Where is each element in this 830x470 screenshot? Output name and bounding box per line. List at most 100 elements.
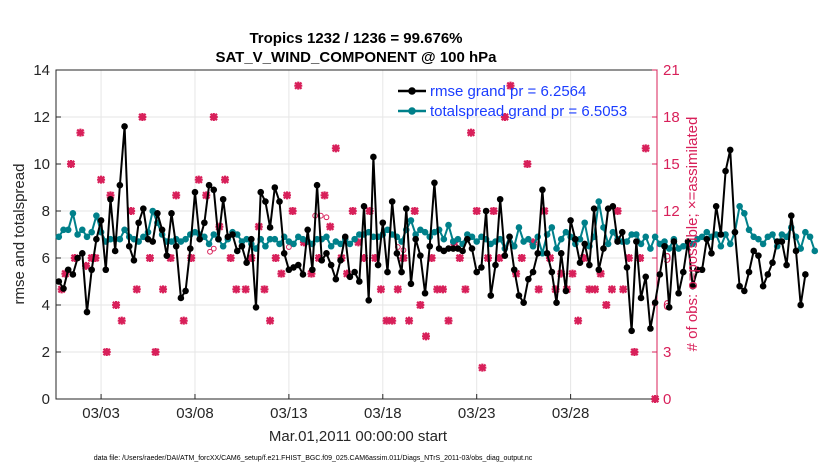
y-tick-label: 0 bbox=[42, 391, 50, 408]
rmse-point bbox=[741, 287, 748, 295]
totalspread-point bbox=[604, 240, 612, 248]
totalspread-point bbox=[661, 238, 668, 245]
rmse-point bbox=[802, 271, 809, 278]
assimilated-obs-marker bbox=[138, 113, 147, 121]
rmse-point bbox=[121, 123, 128, 130]
assimilated-obs-marker bbox=[232, 285, 241, 294]
assimilated-obs-marker bbox=[427, 254, 436, 262]
assimilated-obs-marker bbox=[651, 395, 660, 403]
assimilated-obs-marker bbox=[241, 285, 250, 294]
assimilated-obs-marker bbox=[151, 348, 160, 356]
rmse-point bbox=[618, 228, 626, 236]
rmse-point bbox=[69, 271, 77, 278]
rmse-point bbox=[445, 245, 452, 252]
assimilated-obs-marker bbox=[82, 261, 91, 270]
rmse-point bbox=[370, 153, 377, 161]
totalspread-point bbox=[454, 235, 462, 243]
y2-tick-label: 9 bbox=[663, 250, 671, 267]
rmse-point bbox=[135, 219, 142, 227]
totalspread-point bbox=[581, 219, 588, 227]
totalspread-point bbox=[642, 233, 650, 241]
y-tick-label: 10 bbox=[33, 156, 50, 173]
rmse-point bbox=[506, 233, 513, 241]
rmse-point bbox=[116, 181, 124, 189]
rmse-point bbox=[520, 299, 527, 306]
assimilated-obs-marker bbox=[166, 254, 175, 262]
rmse-point bbox=[294, 261, 302, 269]
assimilated-obs-marker bbox=[596, 269, 605, 278]
assimilated-obs-marker bbox=[112, 301, 121, 309]
totalspread-point bbox=[510, 242, 518, 250]
rmse-point bbox=[323, 250, 330, 257]
rmse-point bbox=[93, 235, 100, 243]
rmse-point bbox=[665, 304, 673, 311]
assimilated-obs-marker bbox=[371, 254, 380, 262]
rmse-point bbox=[205, 181, 213, 189]
rmse-point bbox=[783, 261, 790, 269]
totalspread-point bbox=[595, 198, 603, 205]
assimilated-obs-marker bbox=[557, 269, 566, 278]
totalspread-point bbox=[445, 221, 452, 229]
rmse-point bbox=[402, 205, 410, 212]
rmse-point bbox=[736, 282, 743, 290]
totalspread-point bbox=[351, 235, 358, 243]
rmse-line bbox=[57, 125, 807, 332]
rmse-point bbox=[731, 228, 739, 236]
totalspread-point bbox=[78, 226, 86, 234]
rmse-point bbox=[548, 268, 556, 276]
totalspread-point bbox=[440, 235, 448, 243]
rmse-point bbox=[262, 198, 269, 205]
y2-tick-label: 3 bbox=[663, 344, 671, 361]
totalspread-point bbox=[651, 233, 659, 241]
assimilated-obs-marker bbox=[194, 175, 203, 184]
rmse-point bbox=[492, 261, 499, 269]
totalspread-point bbox=[553, 245, 560, 252]
assimilated-obs-marker bbox=[277, 269, 286, 278]
rmse-point bbox=[778, 238, 786, 245]
rmse-point bbox=[431, 179, 438, 187]
y2-tick-label: 15 bbox=[663, 156, 680, 173]
rmse-point bbox=[421, 289, 429, 297]
rmse-point bbox=[679, 268, 687, 276]
rmse-point bbox=[271, 184, 279, 191]
rmse-point bbox=[722, 167, 729, 175]
assimilated-obs-marker bbox=[467, 128, 476, 137]
assimilated-obs-marker bbox=[314, 254, 323, 262]
rmse-point bbox=[88, 266, 95, 274]
rmse-point bbox=[177, 294, 185, 302]
totalspread-point bbox=[722, 231, 729, 238]
rmse-point bbox=[341, 233, 349, 241]
assimilated-obs-marker bbox=[416, 301, 425, 309]
rmse-point bbox=[168, 210, 175, 217]
assimilated-obs-marker bbox=[331, 144, 340, 153]
assimilated-obs-marker bbox=[221, 175, 230, 184]
assimilated-obs-marker bbox=[455, 254, 464, 262]
assimilated-obs-marker bbox=[348, 207, 357, 215]
assimilated-obs-marker bbox=[172, 191, 181, 200]
assimilated-obs-marker bbox=[472, 207, 481, 215]
totalspread-point bbox=[266, 235, 274, 243]
assimilated-obs-marker bbox=[209, 113, 218, 121]
rmse-point bbox=[675, 289, 682, 297]
rmse-point bbox=[539, 186, 546, 194]
rmse-point bbox=[581, 240, 588, 248]
assimilated-obs-marker bbox=[512, 269, 521, 278]
assimilated-obs-marker bbox=[529, 238, 538, 247]
assimilated-obs-marker bbox=[127, 207, 136, 215]
rmse-point bbox=[473, 268, 481, 276]
rmse-point bbox=[299, 271, 307, 278]
legend: rmse grand pr = 6.2564 totalspread grand… bbox=[398, 83, 627, 120]
x-tick-label: 03/13 bbox=[270, 405, 308, 422]
totalspread-point bbox=[539, 250, 546, 257]
rmse-point bbox=[412, 235, 419, 243]
rmse-point bbox=[684, 238, 692, 245]
totalspread-point bbox=[473, 238, 481, 245]
series-layer bbox=[55, 81, 819, 403]
totalspread-point bbox=[407, 217, 415, 224]
assimilated-obs-marker bbox=[405, 316, 414, 325]
assimilated-obs-marker bbox=[307, 269, 316, 278]
totalspread-point bbox=[121, 226, 128, 234]
assimilated-obs-marker bbox=[636, 254, 645, 262]
assimilated-obs-marker bbox=[382, 316, 391, 325]
rmse-point bbox=[313, 181, 321, 189]
